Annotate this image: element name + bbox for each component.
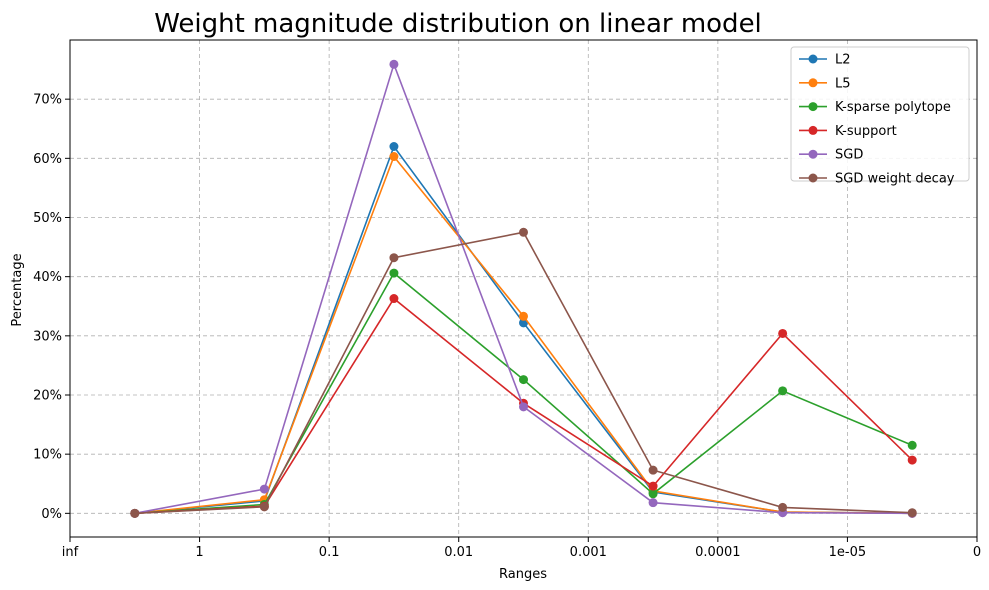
data-point [519,375,528,385]
series-sgd-weight-decay [130,227,917,518]
data-point [389,142,399,151]
legend-item: K-support [799,124,897,139]
y-tick-label: 10% [33,448,62,463]
series-line [134,144,913,515]
legend-item: K-sparse polytope [799,100,951,115]
y-tick-label: 30% [33,329,62,344]
legend-marker [808,54,818,64]
data-point [648,489,658,499]
chart-title: Weight magnitude distribution on linear … [154,9,762,39]
legend-label: K-support [835,124,897,139]
series-line [134,231,913,515]
legend-label: K-sparse polytope [835,100,951,115]
legend-marker [808,102,818,112]
legend-label: SGD weight decay [835,172,955,187]
data-point [519,311,528,321]
legend: L2 L5 K-sparse polytope K-support SGD SGD wei… [790,46,970,187]
legend-box [790,46,970,182]
series-k-sparse-polytope [130,268,917,518]
x-tick-label: 1 [195,545,203,560]
legend-marker [808,173,818,183]
legend-label: L5 [835,76,851,91]
legend-label: SGD [835,148,863,163]
data-point [778,502,788,512]
x-axis-label: Ranges [499,567,547,582]
x-tick-label: 1e-05 [829,545,867,560]
x-tick-label: 0.0001 [695,545,741,560]
data-point [778,328,788,338]
series-l5 [130,152,917,518]
legend-item: L2 [799,53,851,68]
y-tick-label: 60% [33,152,62,167]
data-point [907,440,917,450]
series-layer [130,59,917,518]
data-point [389,268,399,278]
data-point [648,498,658,508]
legend-marker [808,125,818,135]
legend-item: SGD weight decay [799,172,955,187]
plot-frame [69,39,978,538]
legend-item: L5 [799,76,851,91]
series-line [134,271,913,515]
legend-label: L2 [835,53,851,68]
data-point [389,253,399,263]
data-point [389,152,399,162]
data-point [389,294,399,304]
x-tick-label: 0.1 [319,545,340,560]
legend-marker [808,78,818,88]
data-point [519,227,528,237]
data-point [519,402,528,412]
y-tick-label: 50% [33,211,62,226]
y-axis: 0% 10% 20% 30% 40% 50% 60% 70% [33,93,70,522]
x-tick-label: 0.001 [570,545,607,560]
data-point [259,502,269,512]
legend-marker [808,149,818,159]
x-axis: inf 1 0.1 0.01 0.001 0.0001 1e-05 0 [62,537,981,560]
series-l2 [130,142,917,518]
data-point [130,508,140,518]
y-tick-label: 20% [33,389,62,404]
data-point [778,386,788,396]
y-axis-label: Percentage [10,253,25,326]
data-point [259,484,269,494]
data-point [648,465,658,475]
data-point [648,481,658,491]
y-tick-label: 40% [33,270,62,285]
data-point [389,59,399,69]
x-tick-label: inf [62,545,79,560]
x-tick-label: 0.01 [444,545,473,560]
data-point [907,508,917,518]
data-point [907,455,917,465]
y-tick-label: 70% [33,93,62,108]
series-line [134,155,913,515]
x-tick-label: 0 [973,545,981,560]
legend-item: SGD [799,148,863,163]
y-tick-label: 0% [41,507,62,522]
